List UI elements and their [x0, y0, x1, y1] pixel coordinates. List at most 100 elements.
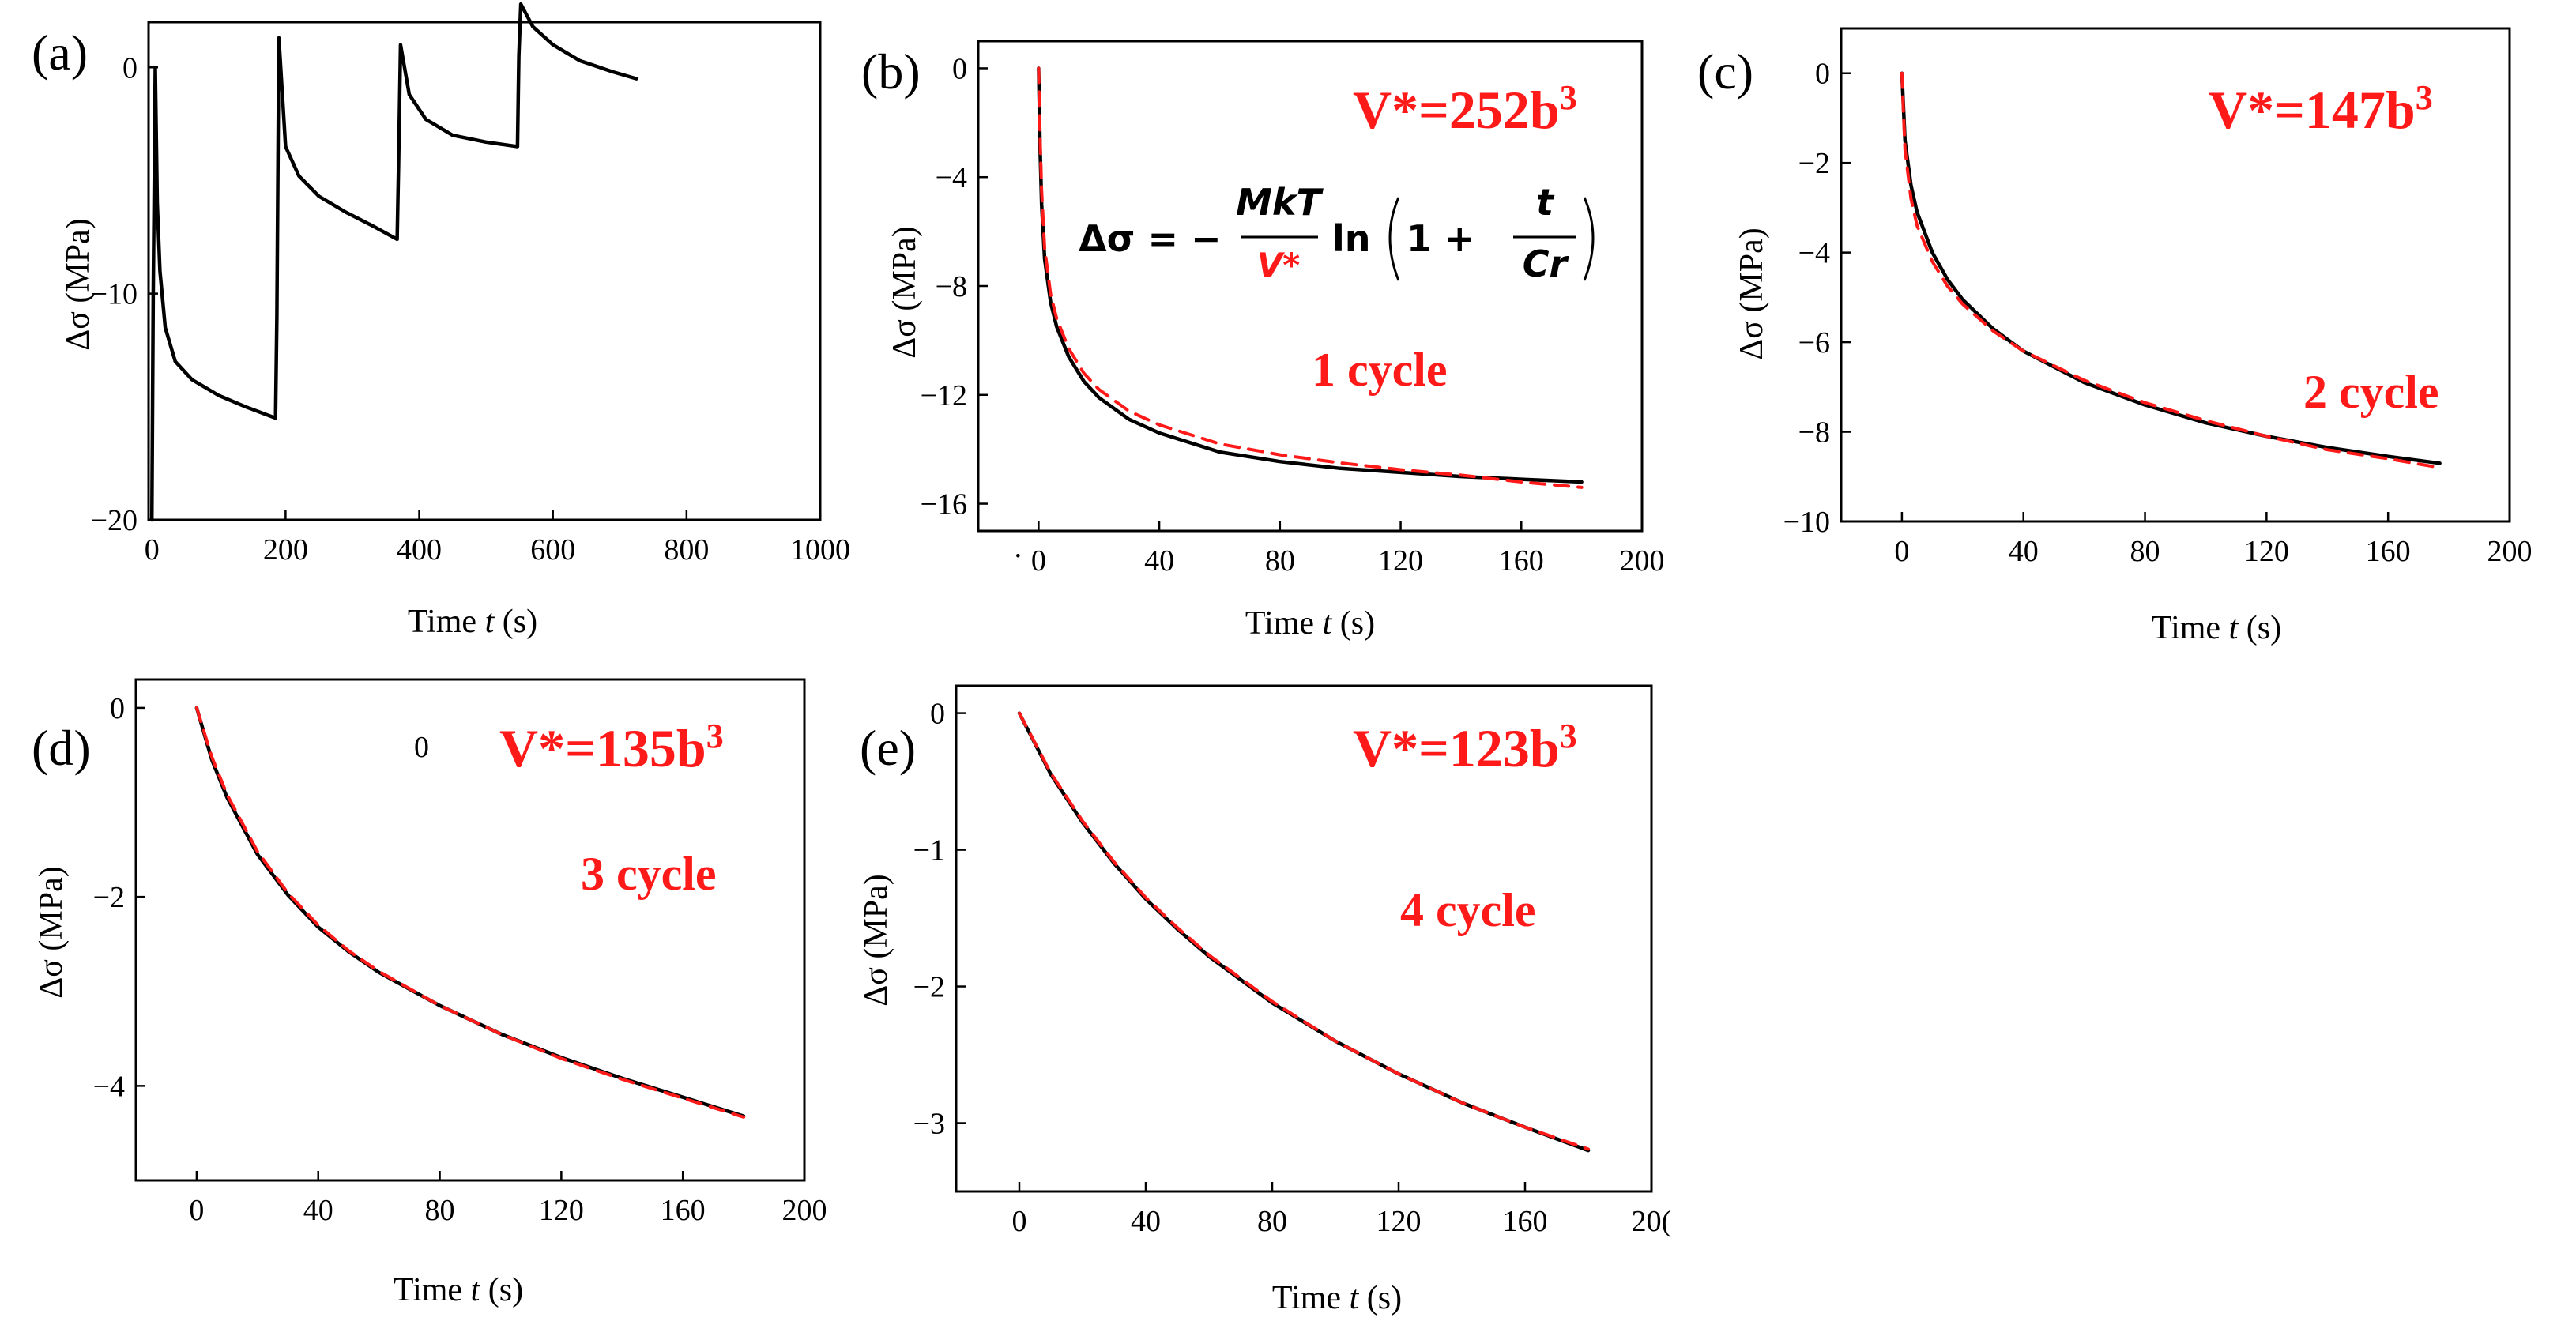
y-tick-label: −20 [91, 504, 137, 537]
x-tick-label: 160 [661, 1194, 706, 1227]
x-tick-label: 120 [539, 1194, 584, 1227]
y-tick-label: −3 [913, 1108, 945, 1141]
cycle-label-c: 2 cycle [2303, 366, 2439, 418]
x-axis-label-b: Time t (s) [1245, 605, 1375, 642]
y-tick-label: −6 [1798, 326, 1830, 359]
x-axis-label-a: Time t (s) [408, 604, 537, 640]
series-group-b [1037, 66, 1584, 489]
x-tick-label: 40 [303, 1194, 333, 1227]
vstar-label-d: V*=135b3 [499, 717, 724, 779]
panel-b: (b) 0 40 80 120 160 200 −16 −12 −8 −4 0 · V*=252b… [861, 40, 1665, 642]
series-line-experiment [1900, 71, 2442, 465]
y-tick-label: 0 [952, 52, 967, 85]
x-tick-label: 200 [782, 1194, 827, 1227]
series-line-fit [1037, 66, 1584, 489]
x-tick-label: 0 [1894, 535, 1909, 568]
panel-label-a: (a) [32, 24, 88, 81]
stray-dot-b: · [1013, 540, 1023, 573]
y-ticks-b: −16 −12 −8 −4 0 [921, 52, 988, 521]
x-tick-label: 120 [1378, 544, 1423, 578]
panel-label-c: (c) [1697, 43, 1753, 100]
panel-label-e: (e) [860, 720, 916, 776]
y-ticks-d: −4 −2 0 [93, 692, 145, 1103]
y-tick-label: −8 [936, 270, 967, 303]
y-tick-label: −4 [936, 161, 967, 194]
x-tick-label: 40 [2009, 535, 2039, 568]
x-ticks-c: 0 40 80 120 160 200 [1894, 512, 2533, 568]
equation-ln: ln [1332, 217, 1371, 260]
x-ticks-d: 0 40 80 120 160 200 [189, 1171, 827, 1227]
y-axis-label-d: Δσ (MPa) [33, 866, 70, 998]
x-tick-label: 40 [1144, 544, 1174, 578]
panel-e: (e) 0 40 80 120 160 20( −3 −2 −1 0 V*=123b3 4 cy… [858, 684, 1672, 1316]
y-tick-label: 0 [110, 692, 125, 725]
y-tick-label: 0 [1815, 58, 1830, 91]
x-tick-label: 40 [1131, 1205, 1161, 1238]
series-group-d [194, 706, 746, 1119]
y-tick-label: 0 [122, 51, 137, 85]
y-tick-label: −2 [1798, 147, 1830, 180]
x-axis-label-d: Time t (s) [394, 1272, 523, 1308]
x-tick-label: 160 [1503, 1205, 1548, 1238]
series-line-measured [149, 2, 638, 522]
x-tick-label: 20( [1632, 1205, 1672, 1238]
equation-numerator: MkT [1236, 181, 1324, 224]
y-tick-label: −12 [921, 379, 967, 412]
stray-zero-d: 0 [414, 731, 429, 764]
y-axis-label-a: Δσ (MPa) [60, 218, 96, 350]
cycle-label-e: 4 cycle [1400, 884, 1536, 936]
equation-b: Δσ = − MkT V* ln 1 + t Cr [1079, 181, 1595, 285]
y-tick-label: −8 [1798, 416, 1830, 450]
vstar-label-b: V*=252b3 [1353, 78, 1577, 141]
x-axis-label-e: Time t (s) [1272, 1280, 1402, 1316]
equation-close-paren [1583, 197, 1595, 281]
equation-frac-num: t [1536, 181, 1555, 224]
y-ticks-e: −3 −2 −1 0 [913, 698, 966, 1141]
panel-label-b: (b) [861, 43, 921, 100]
series-group-e [1017, 711, 1591, 1153]
equation-frac-den: Cr [1523, 243, 1570, 285]
vstar-label-e: V*=123b3 [1353, 717, 1577, 779]
x-tick-label: 200 [2487, 535, 2533, 568]
x-tick-label: 400 [397, 533, 442, 566]
series-line-fit [1018, 711, 1590, 1151]
equation-lhs: Δσ = − [1079, 217, 1222, 260]
x-tick-label: 120 [1377, 1205, 1422, 1238]
series-group-c [1900, 71, 2442, 469]
y-axis-label-c: Δσ (MPa) [1734, 228, 1770, 359]
plot-frame-a [147, 21, 822, 521]
series-line-fit [194, 706, 746, 1119]
x-ticks-a: 0 200 400 600 800 1000 [145, 510, 850, 566]
y-tick-label: −1 [913, 834, 945, 868]
y-tick-label: −10 [91, 278, 137, 311]
y-tick-label: −10 [1783, 506, 1830, 539]
x-tick-label: 80 [2130, 535, 2160, 568]
x-tick-label: 160 [1499, 544, 1544, 578]
panel-label-d: (d) [32, 720, 91, 776]
y-tick-label: −2 [913, 971, 945, 1004]
x-tick-label: 120 [2244, 535, 2289, 568]
cycle-label-d: 3 cycle [581, 848, 717, 900]
equation-one-plus: 1 + [1407, 217, 1475, 260]
x-tick-label: 1000 [790, 533, 850, 566]
x-ticks-b: 0 40 80 120 160 200 [1031, 521, 1665, 578]
y-tick-label: −4 [93, 1070, 125, 1103]
y-ticks-c: −10 −8 −6 −4 −2 0 [1783, 58, 1851, 539]
x-tick-label: 80 [425, 1194, 455, 1227]
panel-d: (d) 0 40 80 120 160 200 −4 −2 0 0 V*=135b3 3 cy… [32, 678, 827, 1308]
y-tick-label: 0 [930, 698, 945, 731]
y-tick-label: −4 [1798, 237, 1830, 270]
x-tick-label: 600 [530, 533, 575, 566]
y-tick-label: −2 [93, 881, 125, 914]
x-tick-label: 800 [664, 533, 709, 566]
x-axis-label-c: Time t (s) [2152, 610, 2281, 646]
equation-open-paren [1388, 197, 1400, 281]
plot-frame-d [134, 678, 806, 1182]
y-axis-label-e: Δσ (MPa) [858, 874, 894, 1006]
y-tick-label: −16 [921, 488, 967, 521]
x-tick-label: 80 [1265, 544, 1295, 578]
plot-frame-c [1840, 27, 2511, 523]
y-axis-label-b: Δσ (MPa) [887, 226, 923, 358]
x-tick-label: 200 [263, 533, 308, 566]
